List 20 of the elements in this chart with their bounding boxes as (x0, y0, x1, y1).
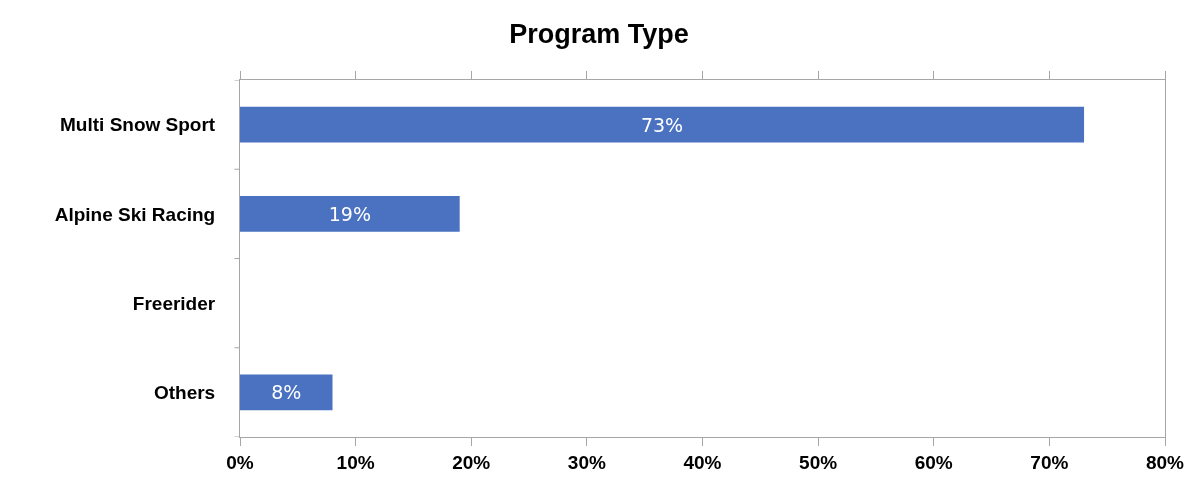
x-tick-label: 0% (226, 451, 254, 473)
chart-title: Program Type (509, 19, 689, 50)
y-tick-label: Others (153, 382, 216, 404)
x-tick-label: 40% (683, 451, 722, 473)
y-tick-label: Alpine Ski Racing (54, 203, 216, 225)
data-label: 19% (328, 202, 371, 225)
data-label: 8% (271, 381, 302, 404)
x-tick-label: 20% (452, 451, 491, 473)
bar (240, 106, 1085, 143)
x-tick-label: 70% (1030, 451, 1069, 473)
x-tick-label: 60% (914, 451, 953, 473)
x-tick-label: 10% (336, 451, 375, 473)
bar (240, 196, 460, 232)
data-label: 73% (640, 113, 684, 136)
x-tick-label: 30% (567, 451, 606, 473)
y-tick-label: Freerider (132, 292, 216, 314)
y-tick-label: Multi Snow Sport (60, 114, 216, 136)
x-tick-label: 80% (1145, 451, 1185, 473)
x-tick-label: 50% (799, 451, 838, 473)
bar (240, 374, 333, 411)
